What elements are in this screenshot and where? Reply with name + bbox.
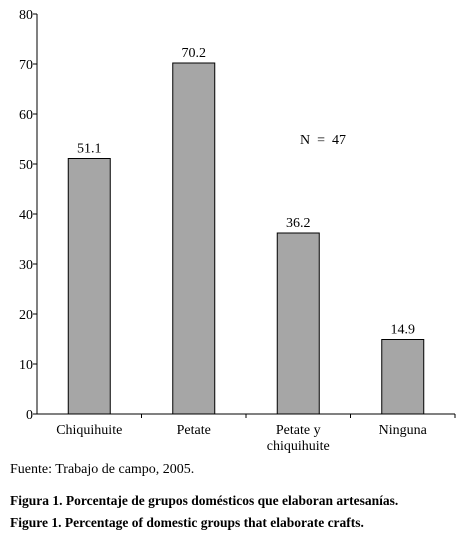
y-tick-label: 40 (19, 208, 33, 223)
x-tick-label: Ninguna (379, 423, 428, 438)
x-tick-label: Chiquihuite (56, 423, 122, 438)
y-tick-label: 60 (19, 108, 33, 123)
value-label: 14.9 (391, 323, 416, 338)
x-tick-label: Petate (177, 423, 211, 438)
bar (381, 339, 425, 415)
source: Fuente: Trabajo de campo, 2005. (10, 462, 194, 477)
value-label: 51.1 (77, 142, 102, 157)
y-tick-label: 30 (19, 258, 33, 273)
y-tick-label: 0 (26, 408, 33, 423)
caption: Figure 1. Percentage of domestic groups … (10, 515, 364, 530)
x-tick-label: Petate y chiquihuite (267, 423, 330, 454)
y-tick-label: 80 (19, 8, 33, 23)
y-tick-label: 50 (19, 158, 33, 173)
annotation: N = 47 (300, 133, 346, 148)
value-label: 70.2 (182, 46, 207, 61)
y-tick-label: 10 (19, 358, 33, 373)
bar (67, 158, 111, 415)
bar (172, 62, 216, 415)
y-tick-label: 70 (19, 58, 33, 73)
bar (276, 232, 320, 415)
caption: Figura 1. Porcentaje de grupos doméstico… (10, 493, 398, 508)
y-tick-label: 20 (19, 308, 33, 323)
value-label: 36.2 (286, 216, 311, 231)
